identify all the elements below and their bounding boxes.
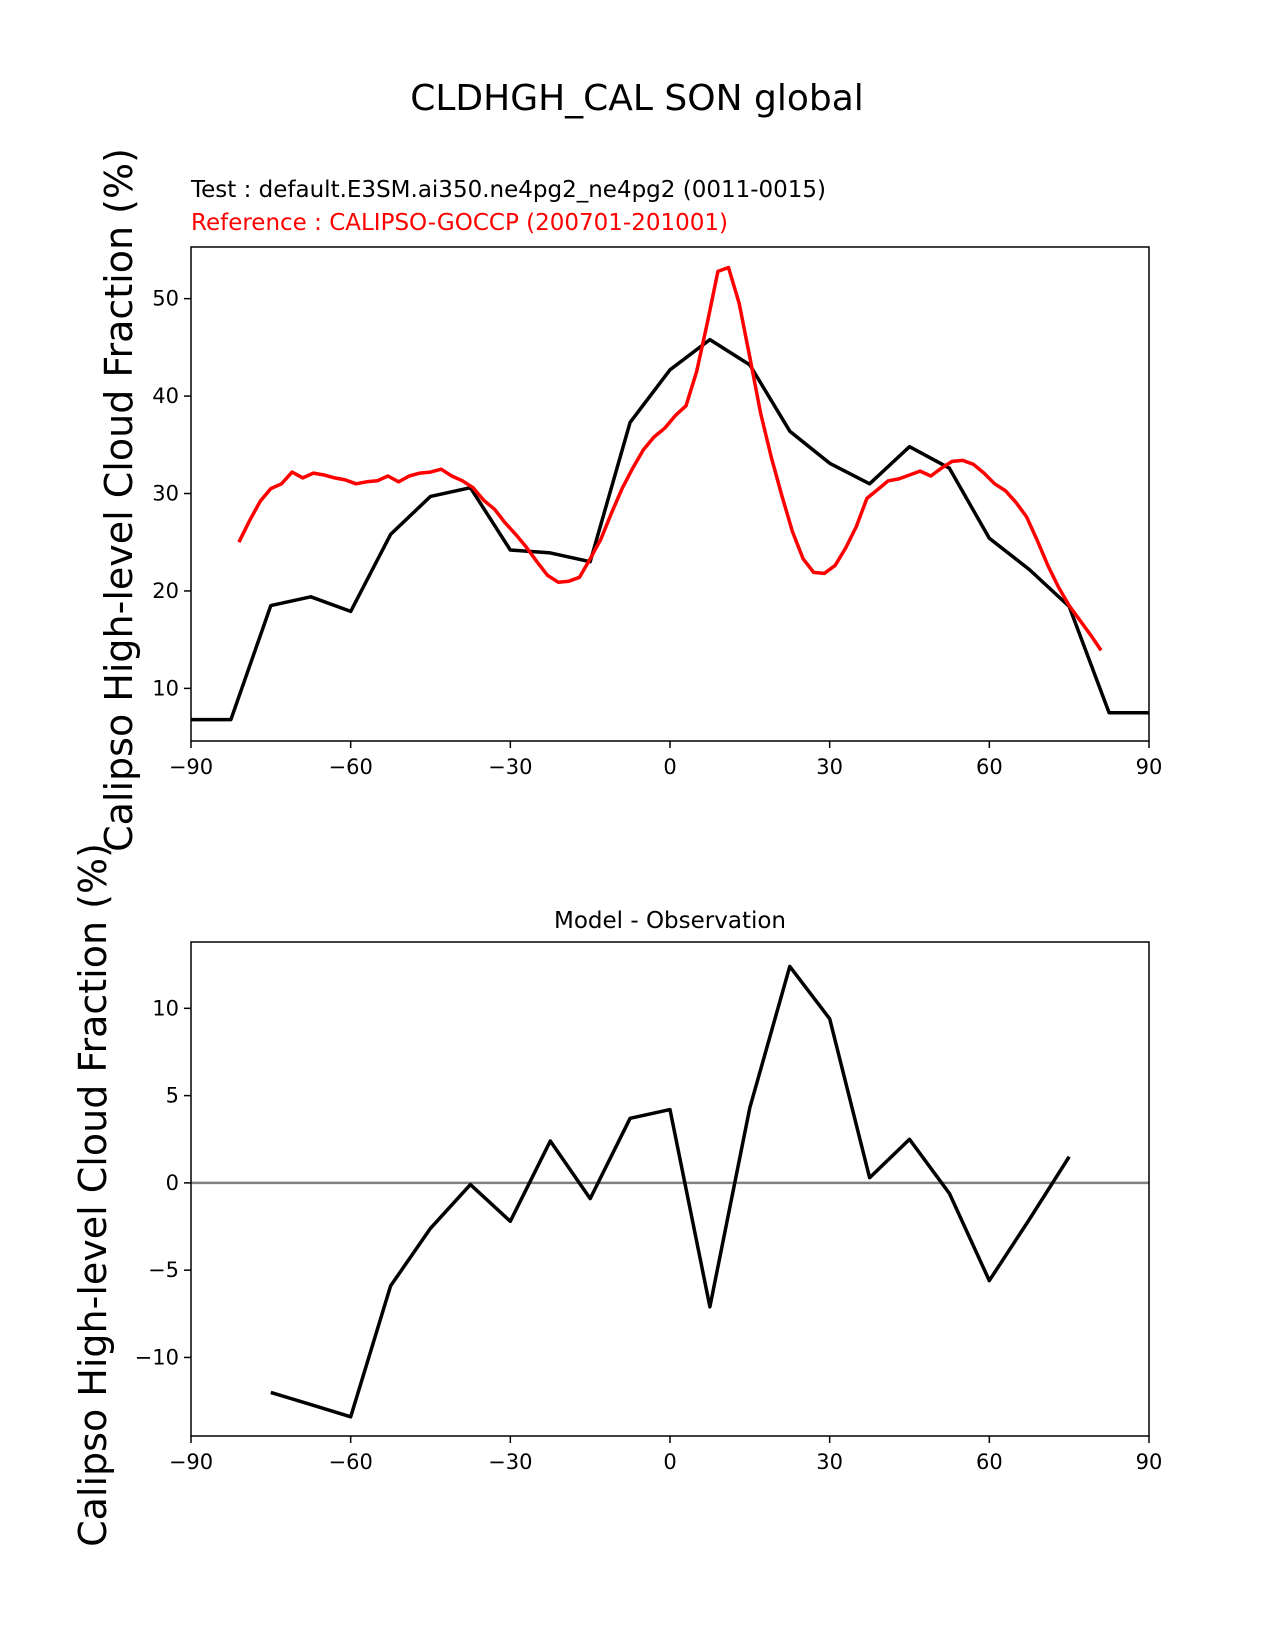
top-x-tick-label-1: −60	[329, 755, 373, 779]
top-tick-group: −90 −60 −30 0 30 60 90 10 20 30 40 50	[152, 287, 1162, 779]
top-test-line	[191, 337, 1149, 722]
top-axes-frame	[190, 246, 1150, 742]
top-y-tick-label-0: 10	[152, 676, 179, 700]
top-x-tick-label-3: 0	[663, 755, 676, 779]
bottom-series-group	[191, 964, 1149, 1419]
y-axis-label-top: Calipso High-level Cloud Fraction (%)	[97, 148, 141, 852]
bottom-x-tick-label-6: 90	[1136, 1450, 1163, 1474]
top-series-group	[191, 265, 1149, 722]
top-x-tick-label-5: 60	[976, 755, 1003, 779]
test-legend-label: Test : default.E3SM.ai350.ne4pg2_ne4pg2 …	[190, 177, 826, 203]
top-x-tick-label-4: 30	[816, 755, 843, 779]
bottom-x-tick-label-3: 0	[663, 1450, 676, 1474]
y-axis-label-bottom: Calipso High-level Cloud Fraction (%)	[71, 843, 115, 1547]
bottom-y-tick-label-1: −5	[148, 1258, 179, 1282]
top-x-tick-label-2: −30	[488, 755, 532, 779]
bottom-x-tick-label-5: 60	[976, 1450, 1003, 1474]
bottom-tick-group: −90 −60 −30 0 30 60 90 −10 −5 0 5 10	[135, 996, 1163, 1474]
reference-legend-label: Reference : CALIPSO-GOCCP (200701-201001…	[191, 210, 728, 236]
top-y-tick-label-1: 20	[152, 579, 179, 603]
bottom-y-tick-label-0: −10	[135, 1345, 179, 1369]
bottom-x-tick-label-1: −60	[329, 1450, 373, 1474]
top-x-tick-label-0: −90	[169, 755, 213, 779]
bottom-panel: Model - Observation −90 −60 −30 0 30 60 90−10−…	[135, 908, 1163, 1474]
top-x-tick-label-6: 90	[1136, 755, 1163, 779]
bottom-axes-frame	[190, 941, 1150, 1437]
bottom-difference-line	[270, 964, 1071, 1419]
bottom-x-tick-label-2: −30	[488, 1450, 532, 1474]
figure-title: CLDHGH_CAL SON global	[410, 78, 864, 119]
bottom-y-tick-label-4: 10	[152, 996, 179, 1020]
top-y-tick-label-4: 50	[152, 287, 179, 311]
top-panel: Test : default.E3SM.ai350.ne4pg2_ne4pg2 …	[152, 177, 1162, 779]
difference-panel-title: Model - Observation	[554, 908, 786, 934]
top-reference-line	[237, 265, 1103, 652]
bottom-y-tick-label-2: 0	[166, 1171, 179, 1195]
top-y-tick-label-2: 30	[152, 482, 179, 506]
bottom-y-tick-label-3: 5	[166, 1084, 179, 1108]
top-y-tick-label-3: 40	[152, 384, 179, 408]
bottom-x-tick-label-0: −90	[169, 1450, 213, 1474]
bottom-x-tick-label-4: 30	[816, 1450, 843, 1474]
